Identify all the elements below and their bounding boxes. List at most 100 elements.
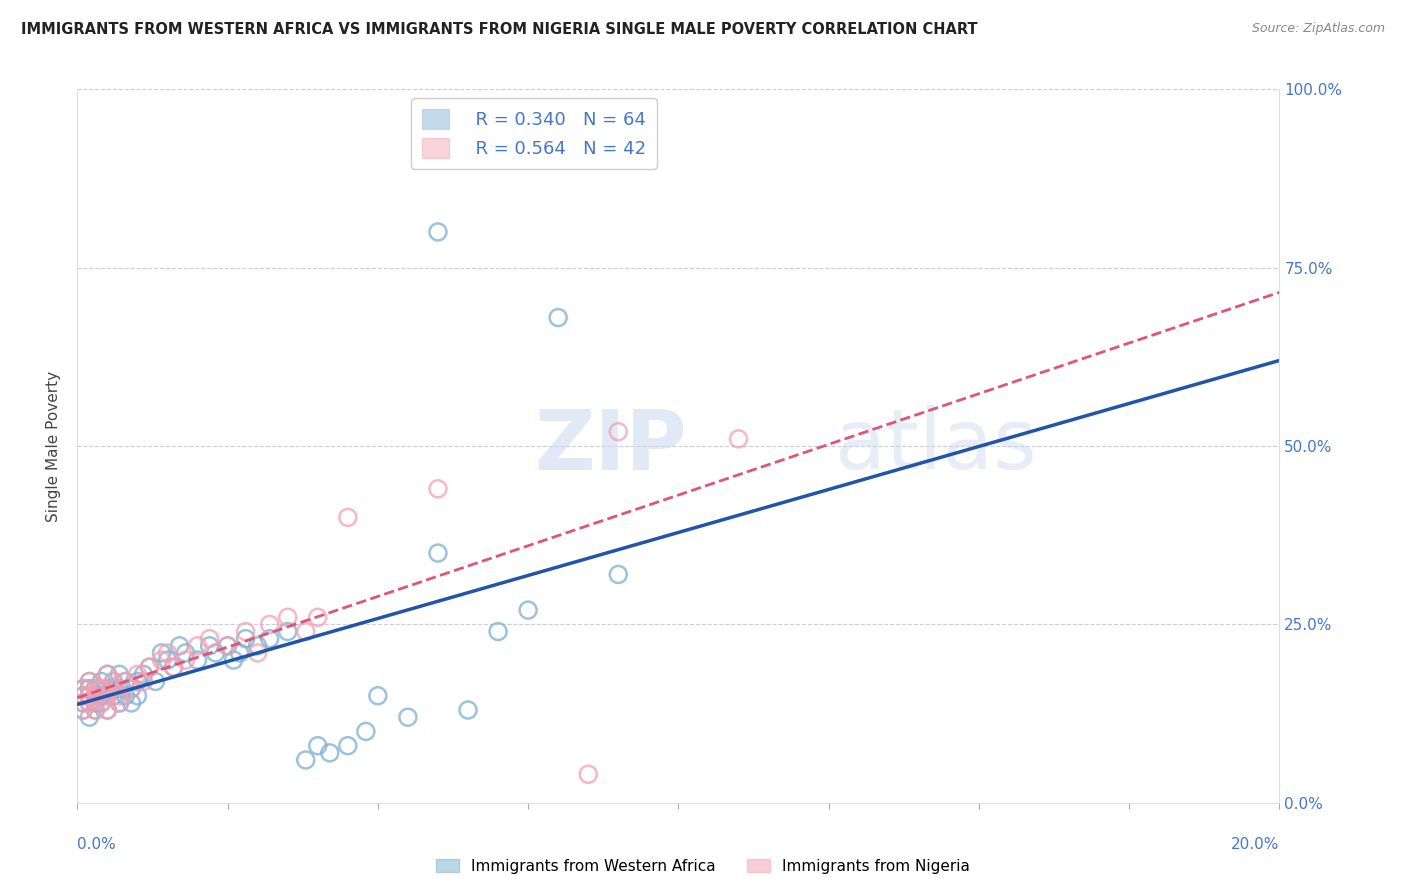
- Point: [96, 703, 118, 717]
- Point: [162, 660, 184, 674]
- Point: [156, 646, 179, 660]
- Point: [108, 696, 131, 710]
- Point: [427, 225, 450, 239]
- Point: [72, 703, 94, 717]
- Point: [127, 689, 149, 703]
- Legend:   R = 0.340   N = 64,   R = 0.564   N = 42: R = 0.340 N = 64, R = 0.564 N = 42: [412, 98, 657, 169]
- Point: [367, 689, 389, 703]
- Point: [108, 681, 131, 696]
- Text: 20.0%: 20.0%: [1232, 837, 1279, 852]
- Point: [277, 624, 299, 639]
- Point: [120, 681, 142, 696]
- Point: [198, 639, 221, 653]
- Point: [187, 653, 209, 667]
- Point: [145, 674, 167, 689]
- Text: atlas: atlas: [835, 406, 1036, 486]
- Point: [84, 681, 107, 696]
- Point: [79, 674, 101, 689]
- Point: [198, 632, 221, 646]
- Point: [79, 696, 101, 710]
- Text: 0.0%: 0.0%: [77, 837, 117, 852]
- Point: [79, 689, 101, 703]
- Point: [162, 660, 184, 674]
- Point: [114, 674, 136, 689]
- Point: [307, 610, 329, 624]
- Point: [96, 667, 118, 681]
- Point: [108, 689, 131, 703]
- Point: [84, 696, 107, 710]
- Point: [427, 482, 450, 496]
- Point: [127, 667, 149, 681]
- Point: [235, 624, 257, 639]
- Text: IMMIGRANTS FROM WESTERN AFRICA VS IMMIGRANTS FROM NIGERIA SINGLE MALE POVERTY CO: IMMIGRANTS FROM WESTERN AFRICA VS IMMIGR…: [21, 22, 977, 37]
- Point: [217, 639, 239, 653]
- Point: [90, 696, 112, 710]
- Point: [79, 674, 101, 689]
- Point: [228, 646, 250, 660]
- Point: [127, 674, 149, 689]
- Point: [576, 767, 599, 781]
- Point: [103, 681, 125, 696]
- Point: [174, 653, 197, 667]
- Point: [84, 689, 107, 703]
- Point: [79, 681, 101, 696]
- Point: [222, 653, 245, 667]
- Point: [90, 689, 112, 703]
- Point: [457, 703, 479, 717]
- Point: [114, 674, 136, 689]
- Point: [90, 674, 112, 689]
- Point: [396, 710, 419, 724]
- Point: [79, 696, 101, 710]
- Point: [96, 703, 118, 717]
- Text: Source: ZipAtlas.com: Source: ZipAtlas.com: [1251, 22, 1385, 36]
- Point: [607, 425, 630, 439]
- Point: [132, 667, 155, 681]
- Point: [277, 610, 299, 624]
- Point: [72, 681, 94, 696]
- Point: [120, 681, 142, 696]
- Point: [294, 624, 316, 639]
- Point: [72, 696, 94, 710]
- Point: [103, 681, 125, 696]
- Point: [114, 689, 136, 703]
- Text: ZIP: ZIP: [534, 406, 686, 486]
- Point: [103, 674, 125, 689]
- Point: [72, 689, 94, 703]
- Point: [84, 689, 107, 703]
- Point: [259, 632, 281, 646]
- Point: [84, 703, 107, 717]
- Point: [90, 681, 112, 696]
- Point: [84, 703, 107, 717]
- Point: [246, 646, 269, 660]
- Point: [72, 689, 94, 703]
- Y-axis label: Single Male Poverty: Single Male Poverty: [46, 370, 62, 522]
- Point: [517, 603, 540, 617]
- Point: [108, 667, 131, 681]
- Point: [72, 703, 94, 717]
- Point: [486, 624, 509, 639]
- Point: [96, 667, 118, 681]
- Point: [72, 681, 94, 696]
- Point: [427, 546, 450, 560]
- Point: [259, 617, 281, 632]
- Point: [187, 639, 209, 653]
- Point: [96, 689, 118, 703]
- Point: [217, 639, 239, 653]
- Point: [150, 653, 173, 667]
- Point: [204, 646, 226, 660]
- Point: [174, 646, 197, 660]
- Point: [150, 646, 173, 660]
- Point: [96, 689, 118, 703]
- Point: [336, 510, 359, 524]
- Point: [547, 310, 569, 325]
- Point: [72, 696, 94, 710]
- Point: [235, 632, 257, 646]
- Point: [246, 639, 269, 653]
- Point: [84, 681, 107, 696]
- Legend: Immigrants from Western Africa, Immigrants from Nigeria: Immigrants from Western Africa, Immigran…: [430, 853, 976, 880]
- Point: [120, 696, 142, 710]
- Point: [103, 689, 125, 703]
- Point: [103, 674, 125, 689]
- Point: [294, 753, 316, 767]
- Point: [90, 696, 112, 710]
